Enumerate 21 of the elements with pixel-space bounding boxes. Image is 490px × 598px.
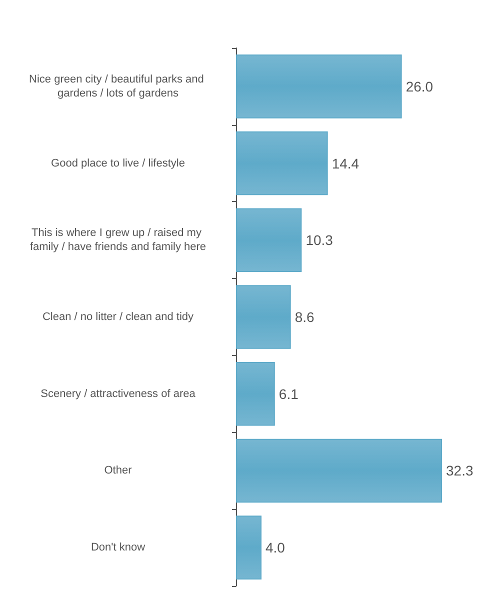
data-label: 26.0 — [406, 78, 434, 94]
y-tick-label: Other — [104, 464, 132, 477]
bar — [236, 285, 291, 349]
data-label: 10.3 — [306, 232, 334, 248]
data-label: 4.0 — [266, 540, 286, 556]
data-label: 14.4 — [332, 155, 360, 172]
bar — [236, 516, 262, 580]
bar — [236, 438, 442, 503]
bar — [236, 362, 275, 426]
data-label: 32.3 — [446, 462, 474, 479]
y-tick-label: Good place to live / lifestyle — [51, 157, 185, 170]
y-tick-label: Clean / no litter / clean and tidy — [42, 311, 194, 323]
data-label: 6.1 — [278, 386, 299, 402]
bar — [236, 54, 402, 118]
y-tick-label: Don't know — [90, 542, 146, 554]
y-tick-label: This is where I grew up / raised my family / have friends and family here — [30, 227, 206, 254]
bar — [236, 208, 302, 272]
bar — [236, 131, 328, 196]
data-label: 8.6 — [294, 309, 315, 325]
y-tick-label: Scenery / attractiveness of area — [40, 388, 196, 400]
y-tick-label: Nice green city / beautiful parks and gardens / lots of gardens — [29, 73, 207, 100]
